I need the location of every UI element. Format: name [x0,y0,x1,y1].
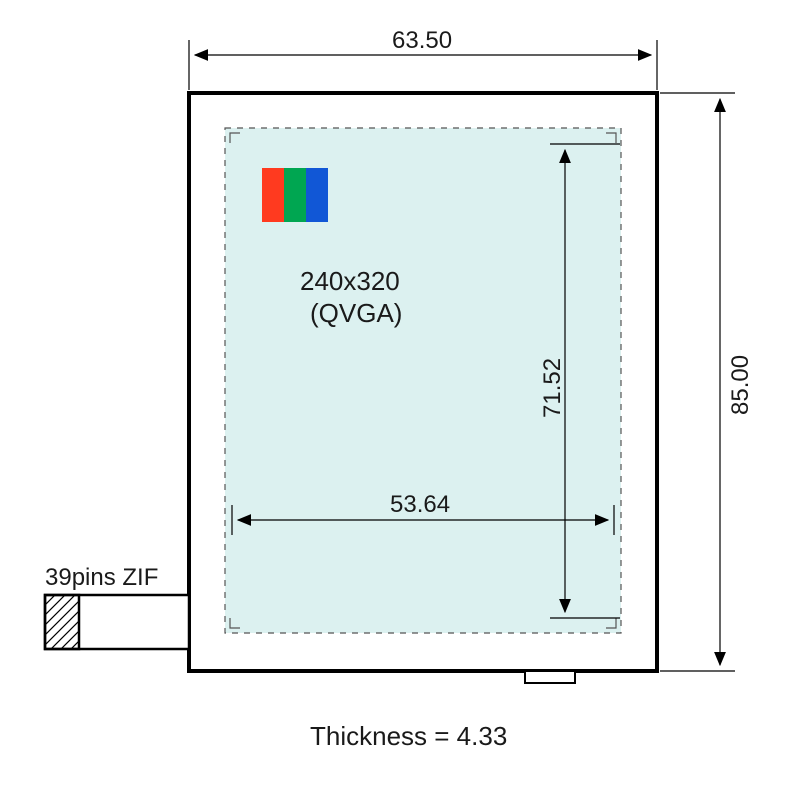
dim-top-width-value: 63.50 [392,27,452,54]
connector-label: 39pins ZIF [45,564,158,591]
connector-zif: 39pins ZIF [45,564,189,649]
resolution-line1: 240x320 [300,266,400,296]
dim-inner-height-value: 71.52 [539,358,566,418]
dimension-diagram: 240x320 (QVGA) 63.50 85.00 71.52 53.64 3… [0,0,800,800]
dim-inner-width-value: 53.64 [390,491,450,518]
rgb-swatch [262,168,328,222]
thickness-label: Thickness = 4.33 [310,721,507,751]
resolution-line2: (QVGA) [310,298,402,328]
dim-top-width: 63.50 [189,27,657,90]
dim-right-height-value: 85.00 [727,355,754,415]
diagram-svg: 240x320 (QVGA) 63.50 85.00 71.52 53.64 3… [0,0,800,800]
bottom-tab [525,671,575,683]
dim-right-height: 85.00 [660,93,754,671]
